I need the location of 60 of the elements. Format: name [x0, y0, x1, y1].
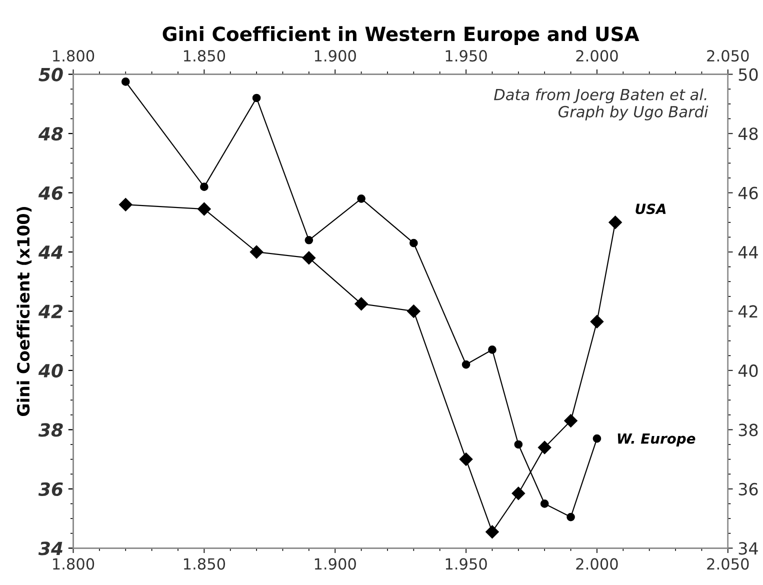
point	[121, 78, 130, 86]
x2-tick-label: 1.850	[184, 50, 226, 62]
y-tick-label: 42	[38, 304, 63, 318]
x-tick-label: 2.050	[707, 558, 749, 570]
y-axis-title: Gini Coefficient (x100)	[16, 207, 32, 416]
y-tick-label: 46	[38, 186, 63, 200]
y2-tick-label: 40	[738, 364, 758, 378]
x2-tick-label: 1.800	[53, 50, 94, 62]
point	[304, 236, 314, 244]
point	[564, 414, 578, 428]
y-tick-label: 40	[38, 364, 63, 378]
point	[590, 315, 604, 328]
series-label: USA	[636, 204, 666, 214]
point	[357, 194, 366, 203]
y2-tick-label: 38	[738, 424, 758, 436]
x-tick-label: 1.900	[314, 558, 356, 570]
y-tick-label: 44	[38, 246, 62, 259]
y2-tick-label: 48	[738, 127, 758, 140]
y-tick-label: 36	[38, 482, 63, 496]
point	[410, 238, 418, 248]
y-tick-label: 34	[38, 542, 62, 556]
x-tick-label: 1.950	[446, 558, 487, 570]
annotation: Data from Joerg Baten et al. Graph by Ugo Bardi	[494, 88, 708, 120]
point	[302, 251, 316, 264]
point	[119, 198, 132, 212]
point	[198, 202, 211, 216]
point	[252, 94, 261, 102]
point	[540, 500, 549, 508]
point	[512, 486, 525, 500]
x2-tick-label: 1.900	[314, 50, 356, 62]
x-tick-label: 1.800	[53, 558, 94, 570]
point	[488, 346, 496, 354]
y2-tick-label: 36	[738, 482, 758, 496]
chart-title: Gini Coefficient in Western Europe and USA	[162, 26, 640, 46]
y2-tick-label: 42	[738, 305, 758, 318]
point	[592, 434, 602, 443]
y-tick-label: 48	[38, 126, 63, 141]
series-label: W. Europe	[618, 433, 696, 446]
point	[354, 297, 368, 310]
point	[407, 304, 420, 318]
point	[459, 452, 473, 466]
point	[566, 512, 575, 522]
y2-tick-label: 44	[738, 246, 758, 258]
point	[538, 440, 552, 454]
y-tick-label: 50	[38, 68, 63, 82]
point	[514, 440, 523, 449]
y2-tick-label: 46	[738, 186, 758, 200]
point	[250, 245, 264, 259]
y-tick-label: 38	[38, 423, 63, 437]
y2-tick-label: 50	[738, 68, 758, 81]
point	[486, 525, 499, 538]
y2-tick-label: 34	[738, 542, 758, 555]
x2-tick-label: 2.050	[707, 50, 749, 62]
x-tick-label: 1.850	[184, 558, 226, 570]
x2-tick-label: 2.000	[576, 50, 618, 62]
x-tick-label: 2.000	[576, 558, 618, 570]
point	[608, 216, 622, 229]
point	[200, 182, 208, 191]
point	[462, 360, 470, 369]
x2-tick-label: 1.950	[446, 50, 487, 62]
